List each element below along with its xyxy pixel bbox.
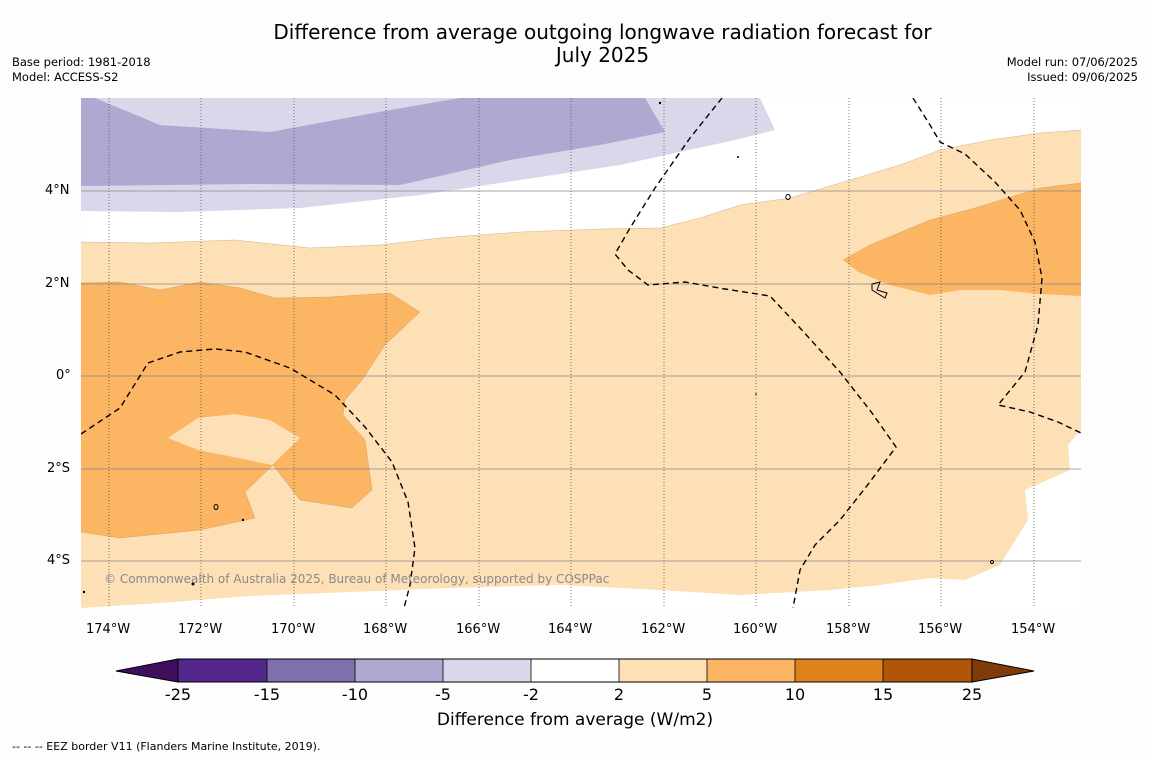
- positive-anomaly-medium-east: [843, 183, 1081, 296]
- colorbar-tick: 15: [872, 685, 894, 704]
- lat-label: 2°S: [47, 461, 71, 476]
- meridian-gridlines: [108, 98, 1035, 608]
- negative-anomaly-medium: [81, 98, 665, 186]
- lon-label: 156°W: [918, 622, 963, 637]
- colorbar-segment: [178, 659, 267, 682]
- lat-label: 0°: [56, 368, 71, 383]
- colorbar-low-extension: [115, 658, 179, 683]
- colorbar-tick: -15: [253, 685, 281, 704]
- model-run-text: Model run: 07/06/2025: [1006, 55, 1138, 69]
- parallel-gridlines: [81, 190, 1081, 562]
- model-text: Model: ACCESS-S2: [12, 70, 119, 84]
- lon-label: 158°W: [826, 622, 871, 637]
- eez-footnote: -- -- -- EEZ border V11 (Flanders Marine…: [12, 740, 321, 753]
- lat-label: 2°N: [45, 276, 70, 291]
- lon-label: 160°W: [733, 622, 778, 637]
- colorbar-segment: [267, 659, 355, 682]
- islands: [213, 194, 994, 564]
- positive-anomaly-light-hole: [168, 414, 300, 465]
- lon-label: 164°W: [548, 622, 593, 637]
- anomaly-field: [81, 98, 1081, 608]
- map-title-line1: Difference from average outgoing longwav…: [273, 20, 932, 44]
- island-dots: [82, 101, 757, 594]
- eez-borders: [81, 98, 1081, 608]
- lat-label: 4°S: [47, 553, 71, 568]
- colorbar-segment: [707, 659, 795, 682]
- positive-anomaly-medium-west: [81, 282, 420, 538]
- colorbar-high-extension: [971, 658, 1035, 683]
- colorbar-label: Difference from average (W/m2): [436, 710, 714, 730]
- copyright-text: © Commonwealth of Australia 2025, Bureau…: [104, 572, 610, 586]
- colorbar-tick: 25: [961, 685, 983, 704]
- lon-label: 154°W: [1011, 622, 1056, 637]
- colorbar-tick: 2: [613, 685, 625, 704]
- colorbar-tick: -2: [523, 685, 539, 704]
- lon-label: 170°W: [271, 622, 316, 637]
- colorbar-tick: 5: [701, 685, 713, 704]
- lon-label: 162°W: [641, 622, 686, 637]
- map-title-line2: July 2025: [555, 43, 650, 67]
- lon-label: 172°W: [178, 622, 223, 637]
- colorbar-segment: [883, 659, 972, 682]
- colorbar-segment: [619, 659, 707, 682]
- colorbar-tick: 10: [784, 685, 806, 704]
- colorbar-segment: [443, 659, 531, 682]
- colorbar-segment: [531, 659, 619, 682]
- lon-label: 174°W: [86, 622, 131, 637]
- colorbar-tick: -10: [341, 685, 369, 704]
- colorbar-segment: [355, 659, 443, 682]
- colorbar: [115, 658, 1035, 683]
- colorbar-tick: -25: [164, 685, 192, 704]
- lon-label: 168°W: [363, 622, 408, 637]
- lat-label: 4°N: [45, 183, 70, 198]
- colorbar-segment: [795, 659, 883, 682]
- colorbar-tick: -5: [435, 685, 451, 704]
- lon-label: 166°W: [456, 622, 501, 637]
- issued-text: Issued: 09/06/2025: [1027, 70, 1138, 84]
- base-period-text: Base period: 1981-2018: [12, 55, 151, 69]
